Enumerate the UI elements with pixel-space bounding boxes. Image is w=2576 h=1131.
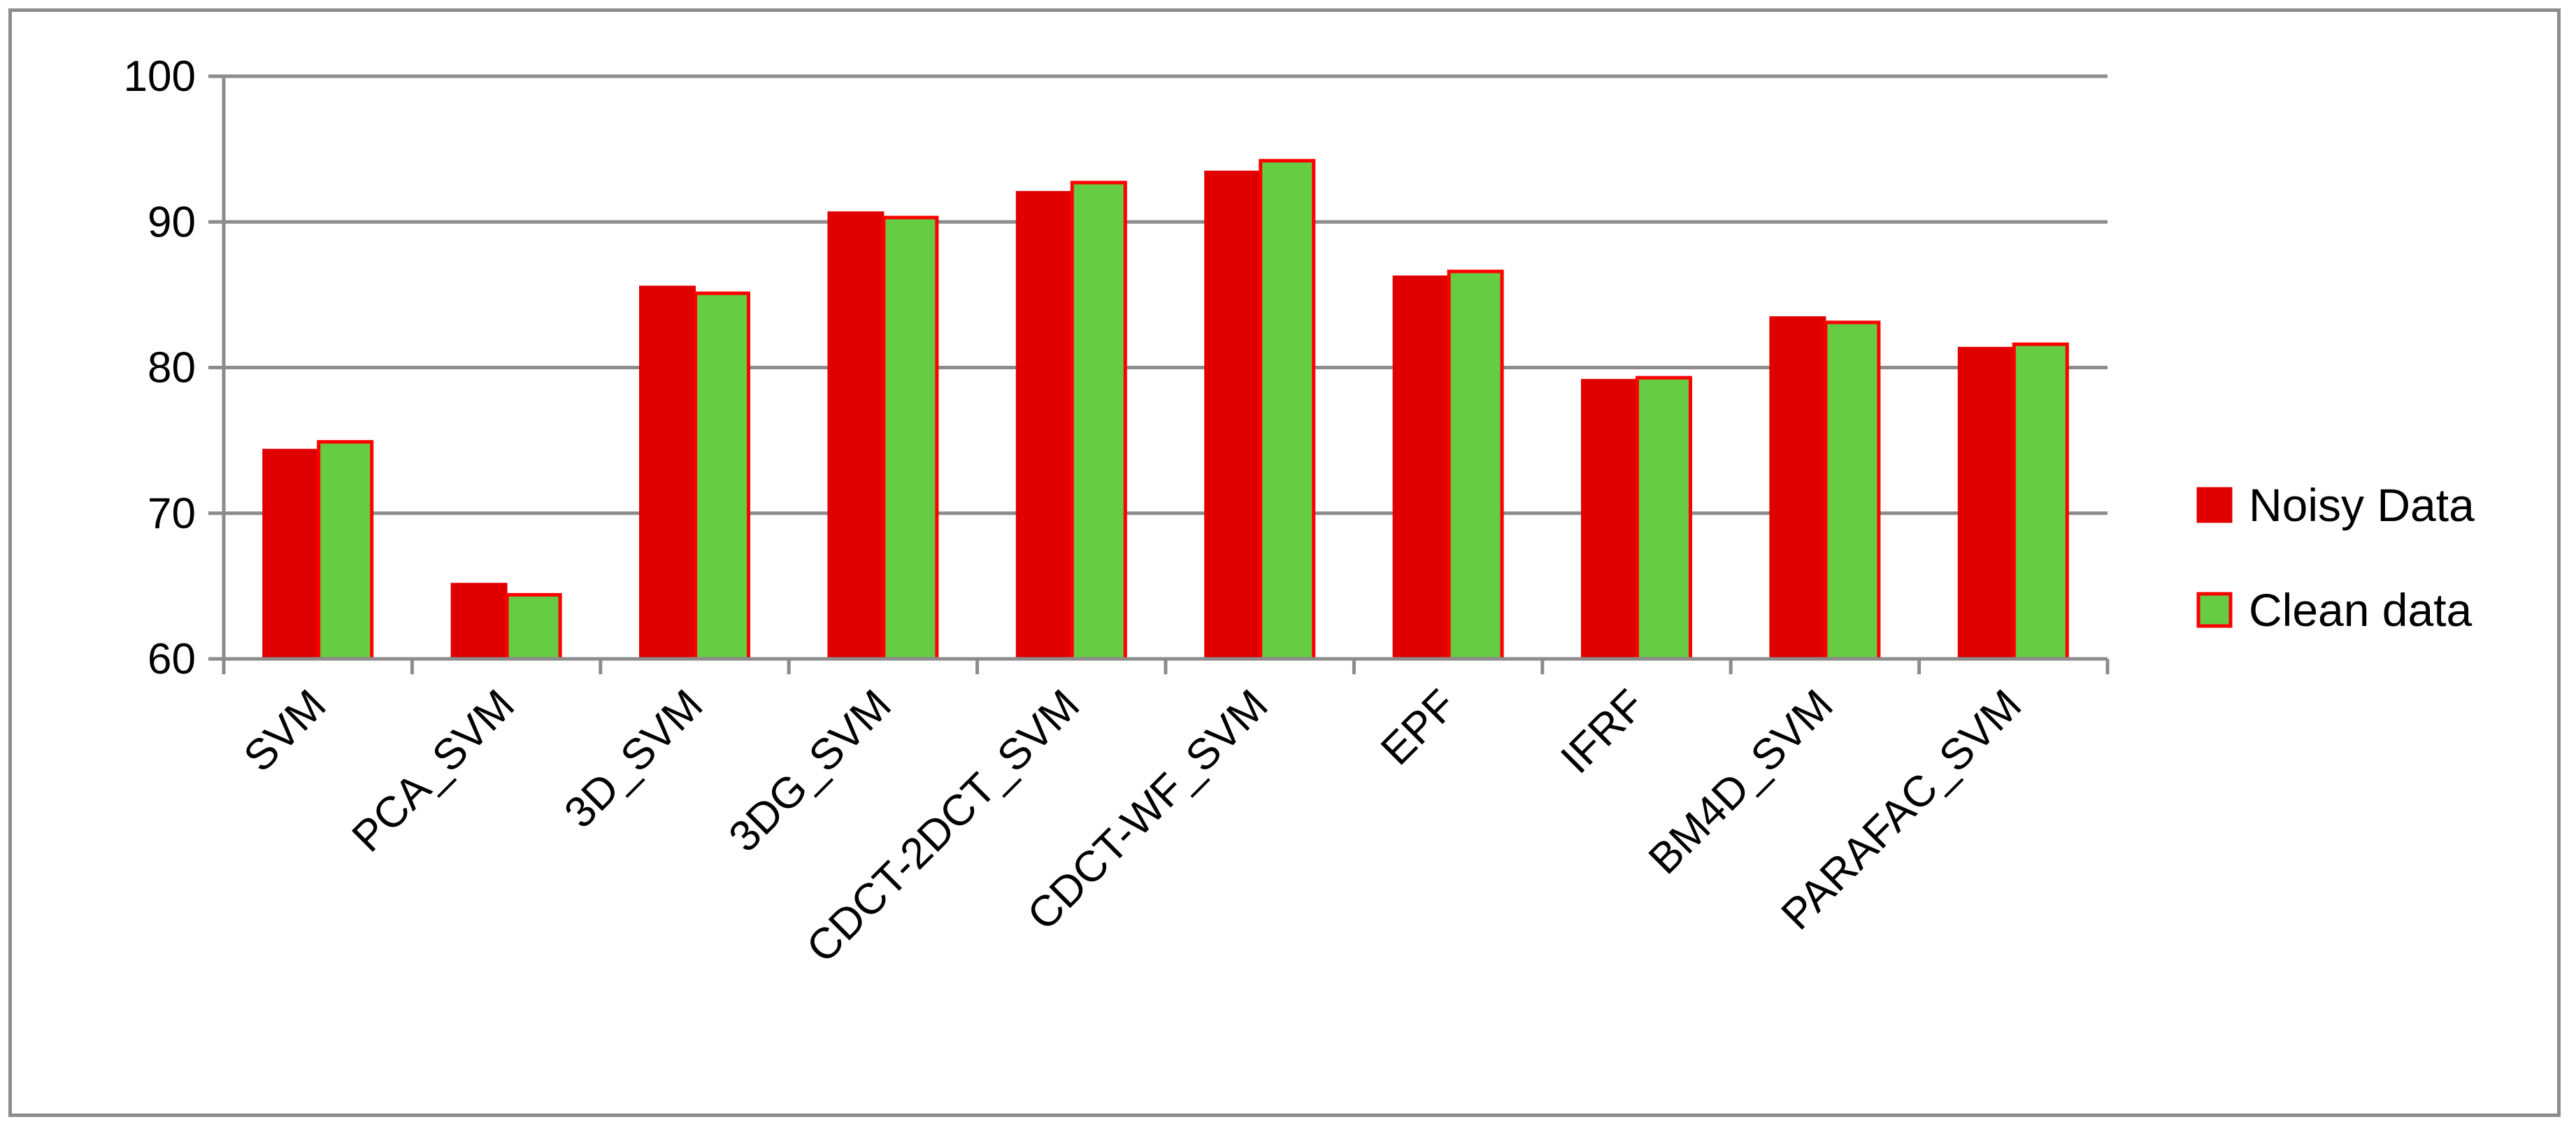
bar-clean-BM4D_SVM [1824, 320, 1881, 661]
x-tick-label: 3D_SVM [555, 681, 712, 837]
bar-clean-CDCT-2DCT_SVM [1070, 180, 1127, 661]
x-tick-label: BM4D_SVM [1640, 681, 1842, 883]
bar-noisy-3D_SVM [639, 285, 696, 661]
axes [208, 74, 2110, 674]
bar-clean-EPF [1447, 269, 1504, 661]
x-tick-label: IFRF [1552, 681, 1654, 783]
bar-noisy-CDCT-WF_SVM [1204, 170, 1261, 661]
legend-label-clean: Clean data [2249, 584, 2473, 636]
bar-clean-CDCT-WF_SVM [1259, 159, 1316, 661]
y-tick-label: 80 [148, 344, 196, 392]
y-tick-label: 100 [124, 52, 196, 101]
x-tick-labels: SVM PCA_SVM 3D_SVM 3DG_SVMCDCT-2DCT_SVMCDCT… [235, 681, 2031, 972]
y-tick-label: 90 [148, 198, 196, 246]
bar-clean-PARAFAC_SVM [2012, 342, 2069, 661]
x-tick-label: 3DG_SVM [720, 681, 900, 861]
legend-swatch-clean [2196, 592, 2233, 628]
bar-clean-SVM [317, 440, 374, 661]
x-tick-label: EPF [1372, 681, 1466, 774]
bar-noisy-CDCT-2DCT_SVM [1015, 191, 1073, 661]
bar-clean-3D_SVM [694, 291, 750, 661]
legend: Noisy Data Clean data [2196, 479, 2475, 636]
bar-clean-3DG_SVM [882, 215, 939, 661]
chart-frame: 60 70 80 90 100 SVM PCA_SVM 3D_SVM 3DG_SVM CDCT-… [8, 8, 2561, 1117]
y-tick-labels: 60 70 80 90 100 [124, 52, 196, 683]
bar-noisy-PCA_SVM [450, 583, 508, 661]
bar-noisy-IFRF [1581, 378, 1638, 661]
bar-clean-PCA_SVM [505, 592, 562, 661]
y-tick-label: 60 [148, 635, 196, 683]
legend-swatch-noisy [2196, 487, 2233, 523]
bar-noisy-BM4D_SVM [1769, 316, 1826, 661]
bar-clean-IFRF [1636, 376, 1692, 661]
x-tick-label: PCA_SVM [343, 681, 524, 861]
bar-noisy-PARAFAC_SVM [1957, 346, 2015, 661]
x-tick-label: SVM [235, 681, 336, 781]
bar-noisy-SVM [262, 448, 320, 661]
legend-label-noisy: Noisy Data [2249, 479, 2475, 531]
bar-noisy-3DG_SVM [827, 211, 885, 661]
bar-noisy-EPF [1392, 275, 1450, 661]
bars [262, 159, 2069, 661]
y-tick-label: 70 [148, 490, 196, 538]
